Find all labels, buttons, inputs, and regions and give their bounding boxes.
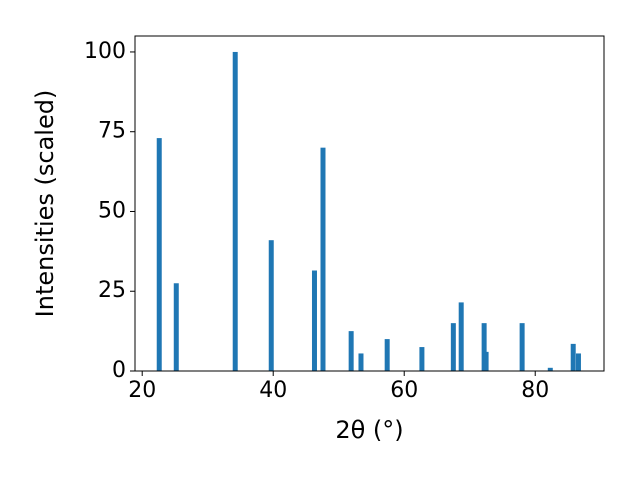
bar [483, 351, 489, 371]
bar [232, 51, 238, 371]
bar [268, 240, 274, 371]
bar [173, 283, 179, 371]
y-axis-label: Intensities (scaled) [31, 90, 59, 318]
bar [384, 339, 390, 371]
axes-frame [134, 35, 605, 372]
x-tick-label: 40 [259, 378, 287, 403]
plot-area [156, 51, 581, 371]
bar [320, 147, 326, 371]
y-tick-label: 25 [98, 278, 126, 303]
bar [348, 331, 354, 371]
bar [358, 353, 364, 371]
bar [311, 270, 317, 371]
y-tick-label: 0 [112, 358, 126, 383]
bar [419, 347, 425, 371]
bar [519, 323, 525, 371]
bar [570, 343, 576, 371]
bar [481, 323, 487, 371]
x-tick-label: 80 [521, 378, 549, 403]
x-tick-label: 20 [128, 378, 156, 403]
bar [156, 138, 162, 371]
y-tick-label: 100 [84, 39, 126, 64]
x-tick-label: 60 [390, 378, 418, 403]
x-axis-label: 2θ (°) [335, 416, 403, 444]
bar [575, 353, 581, 371]
bar [458, 302, 464, 371]
bar [547, 367, 553, 371]
bar [450, 323, 456, 371]
y-tick-label: 50 [98, 198, 126, 223]
y-tick-label: 75 [98, 119, 126, 144]
